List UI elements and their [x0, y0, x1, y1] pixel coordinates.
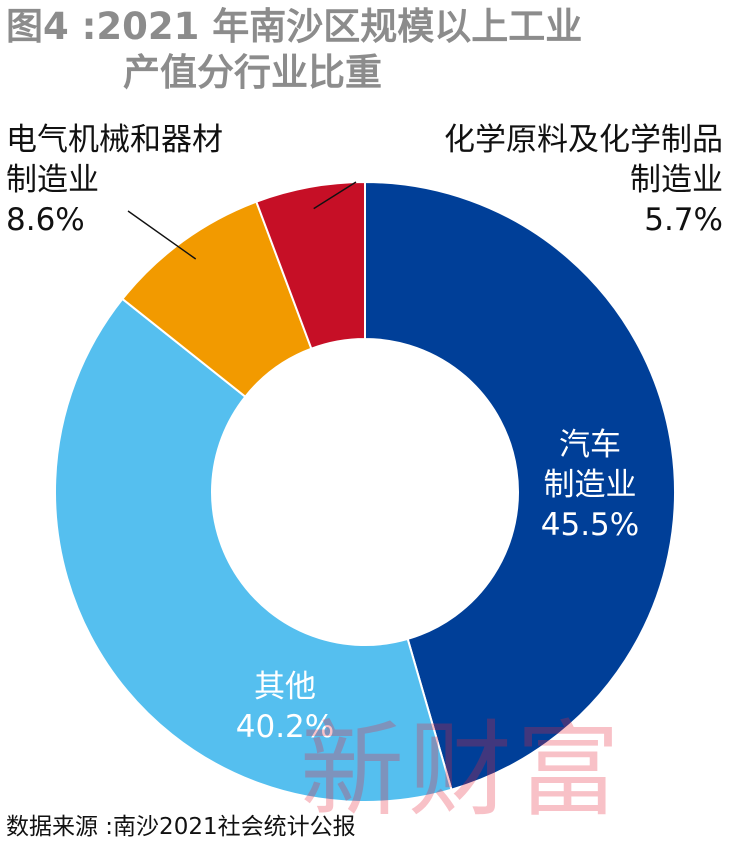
donut-slice-other	[54, 297, 453, 803]
chart-title: 图4 :2021 年南沙区规模以上工业 产值分行业比重	[6, 4, 726, 96]
slice-label-other-line-1: 其他	[254, 669, 316, 705]
donut-slice-auto	[364, 180, 676, 791]
slice-value-auto: 45.5%	[540, 507, 640, 543]
slice-value-other: 40.2%	[235, 709, 335, 745]
slice-value-electrical: 8.6%	[6, 202, 85, 238]
leader-line-electrical	[127, 210, 197, 260]
slice-label-other: 其他 40.2%	[215, 667, 355, 747]
chart-title-line-2: 产值分行业比重	[123, 51, 382, 94]
slice-label-chemical-line-1: 化学原料及化学制品	[444, 122, 723, 158]
slice-label-electrical: 电气机械和器材 制造业 8.6%	[6, 120, 223, 240]
data-source-note: 数据来源 :南沙2021社会统计公报	[6, 814, 356, 840]
slice-value-chemical: 5.7%	[644, 202, 723, 238]
slice-label-electrical-line-2: 制造业	[6, 162, 99, 198]
slice-label-chemical: 化学原料及化学制品 制造业 5.7%	[444, 120, 723, 240]
slice-label-auto-line-2: 制造业	[543, 467, 637, 503]
leader-line-chemical	[313, 181, 357, 210]
slice-label-auto-line-1: 汽车	[559, 427, 621, 463]
chart-title-line-1: 图4 :2021 年南沙区规模以上工业	[6, 5, 583, 48]
slice-label-chemical-line-2: 制造业	[630, 162, 723, 198]
slice-label-auto: 汽车 制造业 45.5%	[520, 425, 660, 545]
watermark-logo: 新财富	[300, 709, 625, 831]
slice-label-electrical-line-1: 电气机械和器材	[6, 122, 223, 158]
donut-slice-chemical	[255, 180, 366, 350]
